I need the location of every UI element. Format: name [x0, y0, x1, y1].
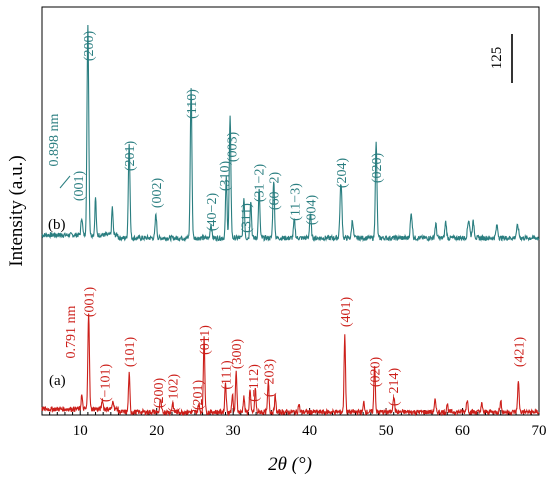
y-axis-label: Intensity (a.u.): [6, 155, 27, 266]
peak-label-a: (−203): [262, 359, 277, 398]
peak-label-b: (204): [335, 158, 350, 189]
peak-label-a: (401): [339, 297, 354, 328]
peak-label-b: (004): [304, 195, 319, 226]
peak-label-b: (311): [239, 203, 254, 233]
series-layer: [41, 25, 540, 417]
peak-label-a: (111): [220, 360, 235, 390]
peak-label-a: (101): [123, 337, 138, 368]
peak-label-b: (110): [185, 89, 200, 119]
peak-label-b: (201): [123, 141, 138, 172]
peak-label-b: (002): [150, 178, 165, 209]
peak-label-b: (31−2): [252, 164, 267, 203]
peak-label-a: (−214): [387, 368, 402, 407]
peak-label-b: (310): [218, 161, 233, 192]
annotation-layer: (001) (200) (201) (002) (110) (40−2)(310)(003…: [72, 31, 528, 413]
peak-label-a: (200): [152, 378, 167, 409]
peak-label-a: (001): [83, 287, 98, 318]
series-line-b: [41, 25, 540, 243]
peak-label-a: (300): [230, 339, 245, 370]
spacing-label-a: 0.791 nm: [64, 305, 79, 358]
peak-label-b: (200): [82, 31, 97, 62]
peak-label-b: (003): [226, 132, 241, 163]
series-line-a: [41, 313, 540, 417]
peak-label-b: (40−2): [205, 193, 220, 232]
x-tick-label: 20: [149, 423, 164, 439]
peak-label-b: (11−3): [288, 183, 303, 221]
spacing-label-b: 0.898 nm: [47, 113, 62, 166]
x-axis-ticks: 10 20 30 40 50 60 70: [41, 408, 547, 439]
peak-label-a: (020): [369, 357, 384, 388]
peak-label-a: (011): [198, 325, 213, 355]
x-tick-label: 10: [73, 423, 88, 439]
peak-label-a: (−112): [247, 364, 262, 402]
x-tick-label: 50: [379, 423, 394, 439]
spacing-arrow-b: [59, 175, 71, 189]
series-label-a: (a): [49, 373, 66, 389]
peak-label-b: (001): [72, 171, 87, 202]
peak-label-a: (−102): [167, 374, 182, 413]
x-tick-label: 70: [532, 423, 547, 439]
peak-label-b: (020): [370, 153, 385, 184]
peak-label-a: (−101): [99, 364, 114, 403]
scale-bar-label: 125: [489, 47, 505, 70]
peak-label-b: (60−2): [268, 172, 283, 211]
peak-label-a: (421): [512, 337, 527, 368]
x-tick-label: 40: [302, 423, 317, 439]
peak-label-a: (201): [191, 380, 206, 411]
x-tick-label: 60: [455, 423, 470, 439]
x-tick-label: 30: [226, 423, 241, 439]
plot-frame: [41, 6, 540, 416]
series-label-b: (b): [48, 217, 66, 233]
x-axis-label: 2θ (°): [268, 454, 312, 475]
